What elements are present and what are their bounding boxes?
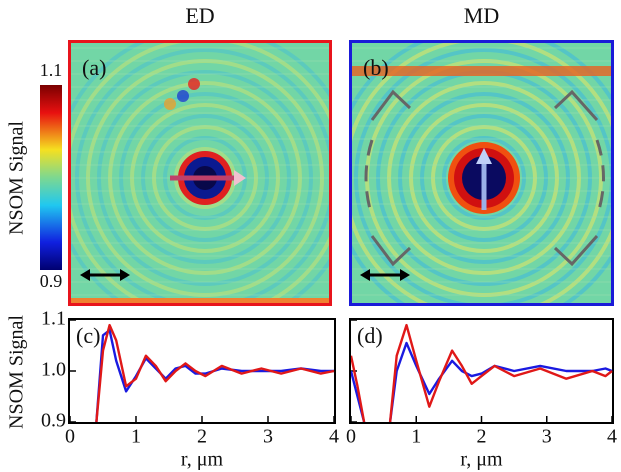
dashed-guide — [370, 89, 412, 121]
y-tick-label: 1.1 — [41, 308, 66, 330]
colorbar-max: 1.1 — [40, 60, 63, 80]
panel-title: ED — [185, 3, 214, 28]
y-axis-label: NSOM Signal — [6, 315, 28, 429]
colorbar-min: 0.9 — [40, 271, 63, 291]
plot-area — [351, 323, 613, 422]
dashed-guide — [370, 235, 412, 267]
dipole-arrow — [234, 170, 246, 186]
image-frame — [349, 40, 614, 306]
x-axis-label: r, μm — [181, 449, 224, 471]
panel-label: (d) — [357, 323, 383, 348]
spot — [177, 90, 189, 102]
x-tick-label: 3 — [263, 426, 273, 448]
panel-label: (c) — [76, 323, 100, 348]
x-tick-label: 3 — [542, 426, 552, 448]
x-tick-label: 0 — [65, 426, 75, 448]
colorbar — [40, 85, 62, 270]
image-frame — [68, 40, 332, 306]
nsom-image-b — [351, 42, 612, 304]
dipole-arrow — [476, 148, 492, 164]
x-tick-label: 1 — [131, 426, 141, 448]
spot — [188, 78, 200, 90]
dashed-guide — [364, 139, 605, 217]
x-tick-label: 4 — [329, 426, 339, 448]
x-tick-label: 2 — [197, 426, 207, 448]
y-tick-label: 0.9 — [41, 410, 66, 432]
x-tick-label: 1 — [411, 426, 421, 448]
polarization-arrow — [360, 269, 410, 281]
spot — [164, 98, 176, 110]
dashed-guide — [553, 235, 599, 267]
plot-area — [95, 323, 335, 422]
x-tick-label: 2 — [477, 426, 487, 448]
series-line — [351, 323, 613, 422]
panel-label: (a) — [82, 55, 106, 80]
polarization-arrow — [80, 269, 130, 281]
x-tick-label: 4 — [607, 426, 617, 448]
nsom-image-a — [70, 42, 330, 304]
y-tick-label: 1.0 — [41, 359, 66, 381]
panel-title: MD — [464, 3, 499, 28]
series-line — [95, 323, 335, 422]
edge-band — [70, 298, 330, 304]
x-axis-label: r, μm — [460, 449, 503, 471]
colorbar-label: NSOM Signal — [6, 121, 28, 235]
edge-band — [351, 66, 612, 76]
panel-label: (b) — [363, 55, 389, 80]
x-tick-label: 0 — [346, 426, 356, 448]
dashed-guide — [553, 89, 599, 121]
